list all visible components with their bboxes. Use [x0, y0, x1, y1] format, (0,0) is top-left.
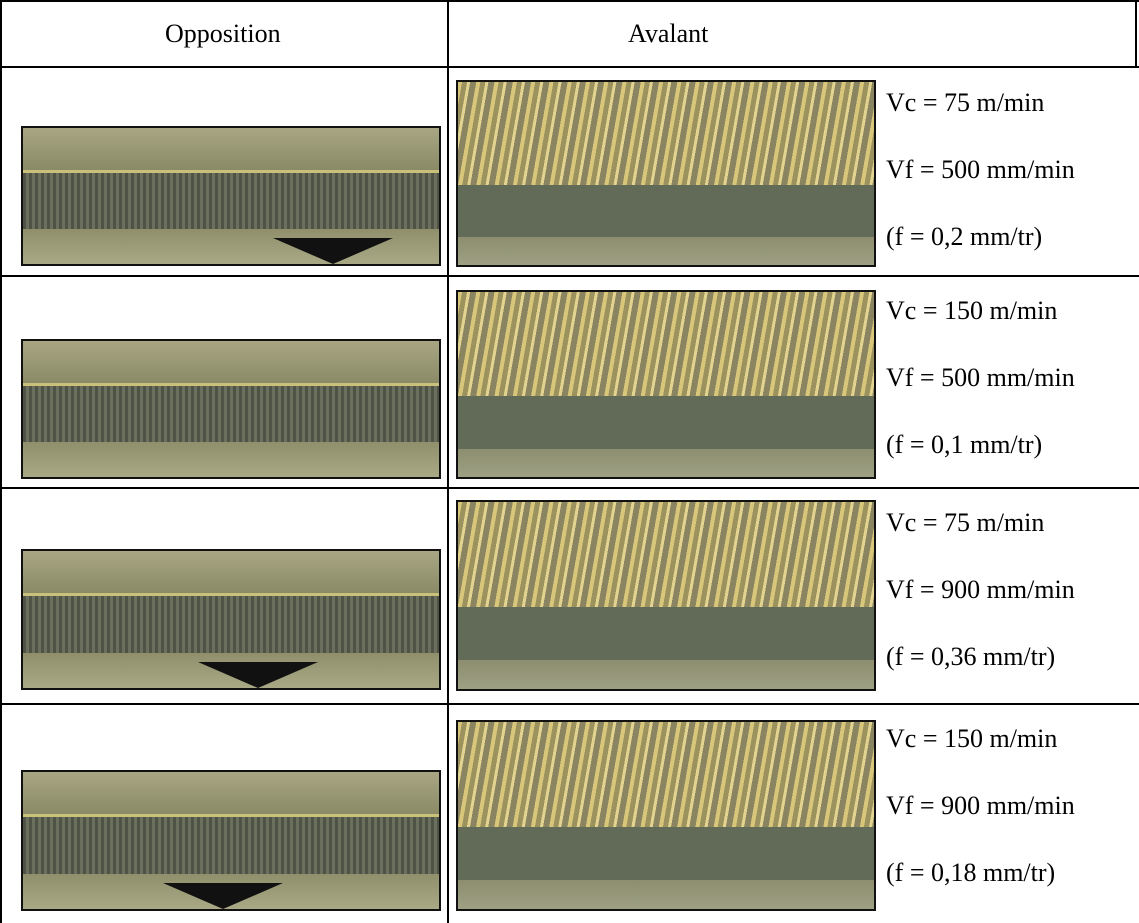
- parameter-f: (f = 0,36 mm/tr): [886, 642, 1056, 671]
- border: [1135, 0, 1137, 68]
- photo-fibers: [458, 502, 874, 608]
- parameter-f: (f = 0,18 mm/tr): [886, 858, 1056, 887]
- avalant-photo: [456, 290, 876, 479]
- photo-fibers: [458, 292, 874, 396]
- opposition-photo: [21, 549, 441, 690]
- photo-middle: [458, 395, 874, 453]
- photo-middle: [458, 184, 874, 241]
- photo-bottom: [458, 448, 874, 477]
- photo-middle: [458, 607, 874, 665]
- parameter-vc: Vc = 150 m/min: [886, 724, 1058, 753]
- photo-middle: [23, 170, 439, 239]
- header-left: Opposition: [165, 19, 281, 48]
- parameter-f: (f = 0,2 mm/tr): [886, 222, 1043, 251]
- photo-bottom: [23, 442, 439, 477]
- photo-top: [23, 341, 439, 383]
- photo-bottom: [458, 880, 874, 909]
- parameter-vc: Vc = 75 m/min: [886, 508, 1045, 537]
- photo-top: [23, 128, 439, 170]
- row-divider: [0, 703, 1139, 705]
- border: [0, 0, 1139, 2]
- avalant-photo: [456, 80, 876, 267]
- border: [0, 0, 2, 923]
- parameter-f: (f = 0,1 mm/tr): [886, 430, 1043, 459]
- opposition-photo: [21, 126, 441, 266]
- opposition-photo: [21, 339, 441, 479]
- parameter-vf: Vf = 500 mm/min: [886, 155, 1075, 184]
- photo-bottom: [458, 660, 874, 689]
- row-divider: [0, 487, 1139, 489]
- photo-fibers: [458, 722, 874, 828]
- parameter-vf: Vf = 900 mm/min: [886, 791, 1075, 820]
- photo-top: [23, 551, 439, 594]
- header-right: Avalant: [628, 19, 709, 48]
- photo-notch: [163, 883, 283, 909]
- avalant-photo: [456, 500, 876, 691]
- parameter-vc: Vc = 75 m/min: [886, 88, 1045, 117]
- photo-bottom: [458, 236, 874, 265]
- parameter-vc: Vc = 150 m/min: [886, 296, 1058, 325]
- parameter-vf: Vf = 500 mm/min: [886, 363, 1075, 392]
- row-divider: [0, 66, 1139, 68]
- opposition-photo: [21, 770, 441, 911]
- photo-notch: [273, 238, 393, 264]
- photo-fibers: [458, 82, 874, 185]
- column-divider: [447, 0, 449, 923]
- row-divider: [0, 275, 1139, 277]
- photo-middle: [458, 827, 874, 885]
- photo-notch: [198, 662, 318, 688]
- photo-top: [23, 772, 439, 815]
- parameter-vf: Vf = 900 mm/min: [886, 575, 1075, 604]
- avalant-photo: [456, 720, 876, 911]
